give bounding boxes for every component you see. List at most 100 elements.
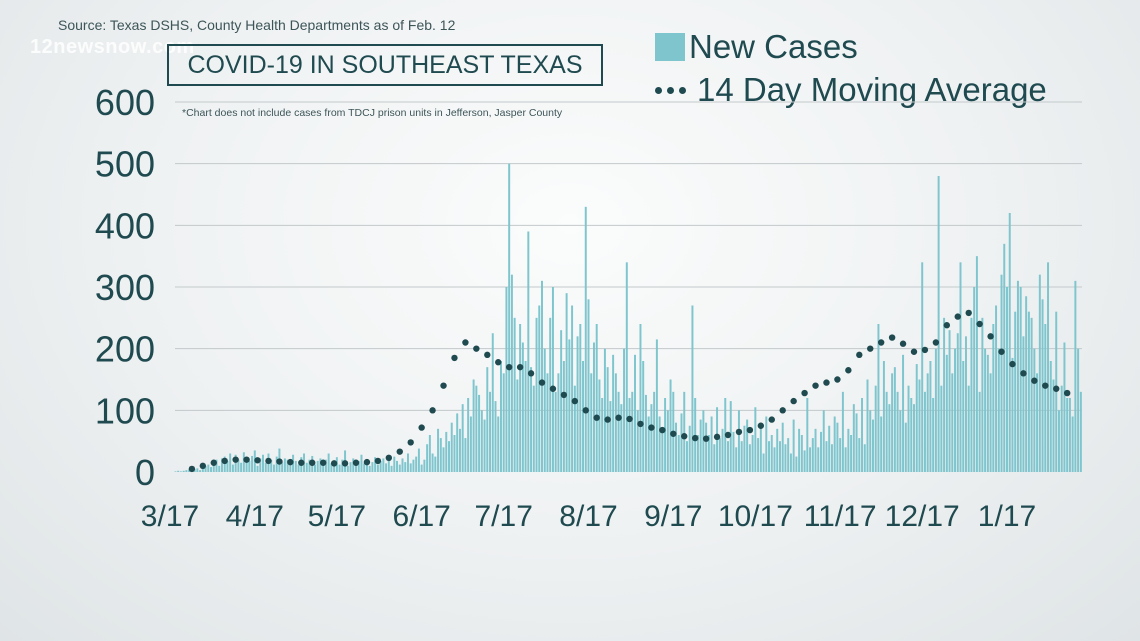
new-cases-bar	[571, 305, 574, 472]
new-cases-bar	[1036, 373, 1039, 472]
moving-average-point	[998, 348, 1005, 355]
new-cases-bar	[486, 367, 489, 472]
new-cases-bar	[521, 342, 524, 472]
new-cases-bar	[844, 447, 847, 472]
moving-average-point	[659, 426, 666, 434]
new-cases-bar	[699, 419, 702, 472]
new-cases-bar	[415, 456, 418, 472]
moving-average-point	[1053, 385, 1060, 392]
new-cases-bar	[379, 460, 382, 472]
new-cases-bar	[647, 416, 650, 472]
x-tick-label: 6/17	[392, 500, 450, 533]
moving-average-point	[538, 379, 546, 386]
new-cases-bar	[661, 428, 664, 472]
new-cases-bar	[458, 428, 461, 472]
legend-new-cases: New Cases	[655, 28, 858, 66]
new-cases-bar	[272, 464, 275, 472]
new-cases-bar	[505, 287, 508, 472]
new-cases-bar	[188, 469, 191, 472]
new-cases-bar	[880, 416, 883, 472]
new-cases-bar	[445, 431, 448, 472]
new-cases-bar	[376, 464, 379, 472]
new-cases-bar	[393, 456, 396, 472]
source-note: Source: Texas DSHS, County Health Depart…	[58, 17, 456, 33]
new-cases-bar	[177, 470, 180, 472]
new-cases-bar	[1033, 348, 1036, 472]
new-cases-bar	[489, 391, 492, 472]
moving-average-point	[921, 346, 929, 354]
new-cases-bar	[814, 428, 817, 472]
new-cases-bar	[480, 410, 483, 472]
new-cases-bar	[620, 404, 623, 472]
new-cases-bar	[751, 435, 754, 472]
new-cases-bar	[385, 463, 388, 472]
new-cases-bar	[483, 419, 486, 472]
new-cases-bar	[201, 467, 204, 472]
new-cases-bar	[888, 404, 891, 472]
new-cases-bar	[360, 454, 363, 472]
new-cases-bar	[448, 441, 450, 472]
moving-average-point	[407, 439, 414, 446]
moving-average-point	[571, 397, 579, 405]
moving-average-point	[309, 459, 316, 466]
new-cases-bar	[636, 410, 639, 472]
new-cases-bar	[499, 361, 502, 472]
new-cases-bar	[587, 299, 590, 472]
moving-average-point	[702, 435, 710, 442]
moving-average-point	[1009, 360, 1016, 368]
x-tick-label: 3/17	[141, 500, 199, 533]
y-tick-label: 100	[95, 390, 155, 431]
moving-average-point	[462, 339, 469, 346]
new-cases-bar	[530, 367, 533, 472]
moving-average-point	[987, 333, 994, 340]
new-cases-bar	[765, 416, 768, 472]
moving-average-point	[527, 370, 535, 377]
new-cases-bar	[967, 385, 970, 472]
new-cases-bar	[1000, 274, 1003, 472]
new-cases-bar	[691, 305, 694, 472]
new-cases-bar	[286, 459, 289, 472]
new-cases-bar	[789, 453, 792, 472]
new-cases-bar	[426, 444, 429, 472]
new-cases-bar	[934, 348, 937, 472]
moving-average-point	[943, 322, 951, 329]
new-cases-bar	[964, 336, 967, 472]
moving-average-point	[779, 407, 786, 414]
new-cases-bar	[852, 404, 855, 472]
new-cases-bars	[174, 163, 1082, 473]
new-cases-bar	[918, 379, 921, 472]
new-cases-bar	[746, 419, 749, 472]
new-cases-bar	[524, 361, 527, 472]
new-cases-bar	[1052, 379, 1055, 472]
moving-average-point	[691, 434, 699, 442]
new-cases-bar	[475, 385, 478, 472]
new-cases-bar	[456, 413, 459, 472]
moving-average-point	[713, 433, 721, 441]
new-cases-bar	[847, 428, 850, 472]
moving-average-point	[473, 345, 480, 352]
new-cases-bar	[549, 317, 552, 472]
new-cases-bar	[428, 435, 431, 472]
new-cases-bar	[677, 435, 680, 472]
new-cases-bar	[713, 444, 716, 472]
new-cases-bar	[327, 453, 330, 472]
new-cases-bar	[1057, 410, 1060, 472]
new-cases-bar	[431, 453, 434, 472]
new-cases-bar	[259, 458, 262, 472]
new-cases-bar	[557, 373, 560, 472]
moving-average-point	[834, 376, 841, 383]
new-cases-bar	[365, 459, 368, 472]
moving-average-point	[735, 428, 743, 436]
new-cases-bar	[664, 398, 667, 472]
new-cases-bar	[406, 453, 409, 472]
new-cases-bar	[275, 456, 278, 472]
new-cases-bar	[882, 361, 885, 472]
new-cases-bar	[644, 394, 647, 472]
moving-average-point	[593, 414, 600, 421]
watermark-logo: 12newsnow.com	[30, 36, 195, 58]
new-cases-bar	[182, 470, 185, 472]
new-cases-bar	[893, 367, 896, 472]
moving-average-point	[867, 345, 874, 352]
moving-average-point	[757, 422, 765, 429]
new-cases-bar	[1038, 274, 1041, 472]
